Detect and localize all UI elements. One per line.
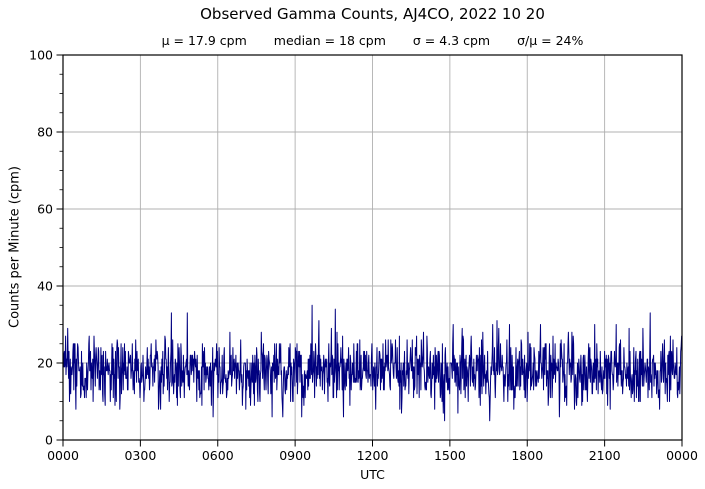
x-tick-label: 1200 — [357, 448, 389, 463]
data-series — [62, 304, 683, 422]
stat-sigma: σ = 4.3 cpm — [412, 33, 491, 48]
x-tick-label: 0900 — [279, 448, 311, 463]
chart-subtitle: μ = 17.9 cpm median = 18 cpm σ = 4.3 cpm… — [63, 33, 682, 48]
y-tick-label: 80 — [37, 125, 53, 140]
y-tick-label: 100 — [29, 48, 53, 63]
x-tick-label: 2100 — [589, 448, 621, 463]
x-tick-label: 1800 — [511, 448, 543, 463]
stat-mean: μ = 17.9 cpm — [161, 33, 247, 48]
y-tick-label: 20 — [37, 356, 53, 371]
gamma-counts-line — [62, 304, 683, 422]
stat-cv: σ/μ = 24% — [517, 33, 584, 48]
axes-and-ticks — [56, 54, 683, 447]
tick-labels: 0 20 40 60 80 100 0000 0300 0600 0900 1200 1500 1800… — [29, 48, 698, 464]
x-tick-label: 1500 — [434, 448, 466, 463]
y-tick-label: 40 — [37, 279, 53, 294]
y-tick-label: 0 — [45, 433, 53, 448]
x-axis-label: UTC — [360, 467, 385, 482]
x-tick-label: 0600 — [202, 448, 234, 463]
stat-median: median = 18 cpm — [273, 33, 386, 48]
x-tick-label: 0000 — [47, 448, 79, 463]
x-tick-label: 0300 — [124, 448, 156, 463]
x-tick-label: 0000 — [666, 448, 698, 463]
y-tick-label: 60 — [37, 202, 53, 217]
chart-title: Observed Gamma Counts, AJ4CO, 2022 10 20 — [200, 5, 545, 23]
